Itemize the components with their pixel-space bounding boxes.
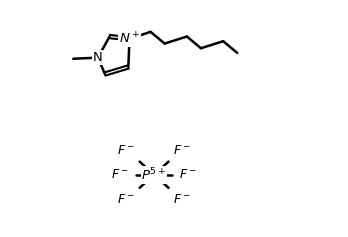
Text: $F^-$: $F^-$ <box>173 192 191 205</box>
Text: $F^-$: $F^-$ <box>173 144 191 157</box>
Text: N: N <box>93 51 103 64</box>
Text: $F^-$: $F^-$ <box>179 168 197 181</box>
Text: $F^-$: $F^-$ <box>117 144 135 157</box>
Text: $N^+$: $N^+$ <box>119 31 140 46</box>
Text: $F^-$: $F^-$ <box>111 168 129 181</box>
Text: $F^-$: $F^-$ <box>117 192 135 205</box>
Text: $P^{5+}$: $P^{5+}$ <box>141 166 167 183</box>
